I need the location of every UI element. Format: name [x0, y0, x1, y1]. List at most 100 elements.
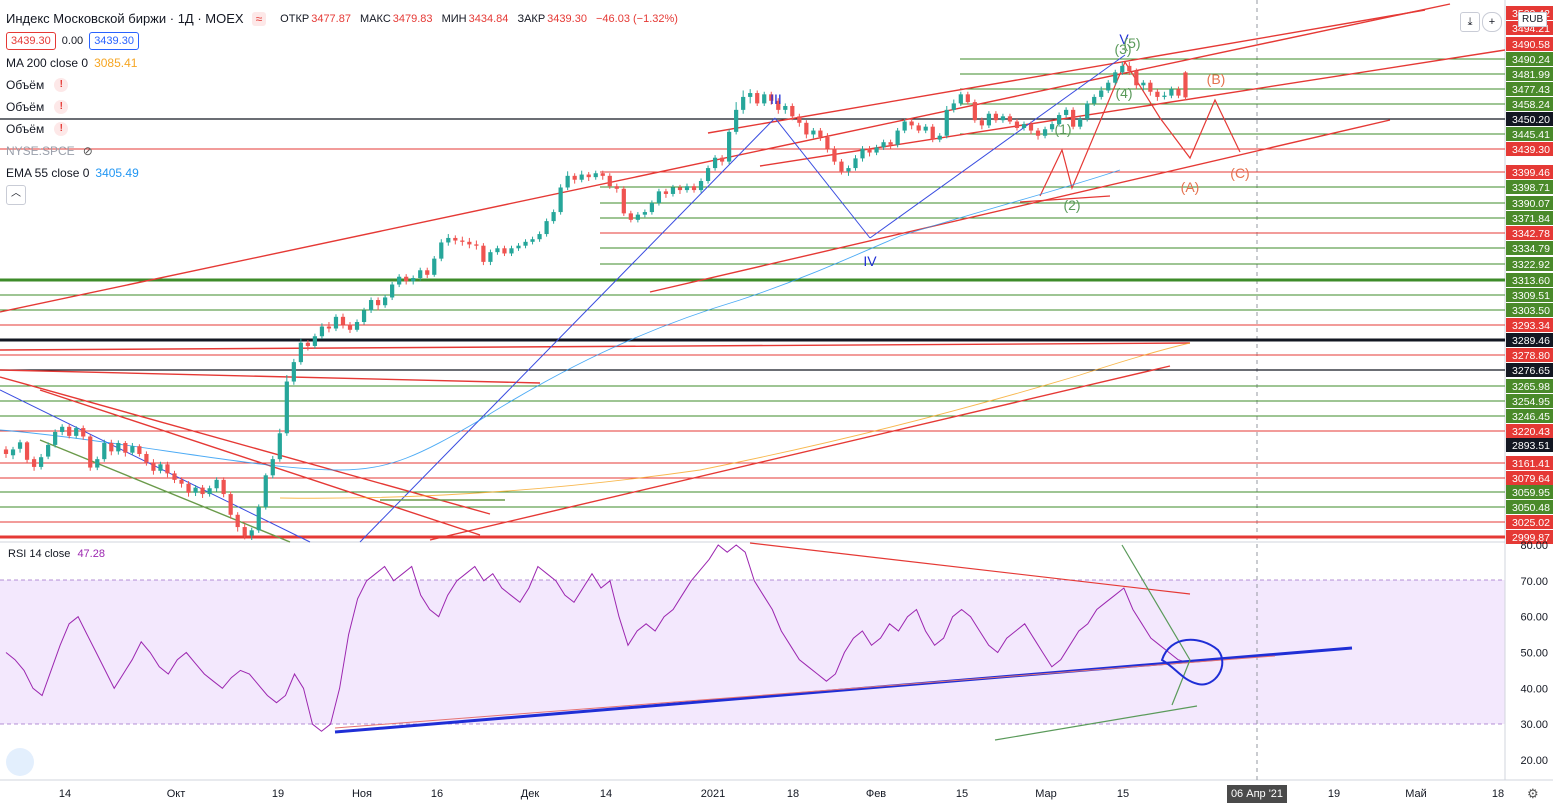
- warning-icon[interactable]: !: [54, 122, 69, 136]
- candle-body: [1120, 65, 1125, 73]
- hidden-eye-icon[interactable]: ⊘: [82, 144, 93, 158]
- candle-body: [60, 426, 65, 432]
- wave-line: [359, 117, 776, 543]
- candle-body: [1127, 65, 1132, 72]
- rsi-legend[interactable]: RSI 14 close 47.28: [8, 548, 105, 560]
- collapse-legend-button[interactable]: ︿: [6, 185, 26, 205]
- candle-body: [235, 514, 240, 528]
- wave-label: (C): [1230, 165, 1249, 181]
- rsi-highlight-circle: [1160, 638, 1224, 686]
- price-label-text: 3390.07: [1512, 198, 1550, 210]
- trend-line: [0, 376, 491, 515]
- warning-icon[interactable]: !: [54, 100, 69, 114]
- candle-body: [404, 276, 409, 282]
- candle-body: [930, 126, 935, 140]
- rsi-value: 47.28: [77, 548, 105, 560]
- candle-body: [825, 137, 830, 149]
- wave-label: IV: [863, 253, 877, 269]
- candle-body: [1042, 129, 1048, 136]
- indicator-spce[interactable]: NYSE:SPCE ⊘: [6, 140, 684, 162]
- candle-body: [958, 94, 963, 104]
- candle-body: [1148, 82, 1153, 92]
- candle-body: [368, 300, 374, 311]
- indicator-name: EMA 55 close 0: [6, 166, 90, 180]
- price-label-box: [1506, 363, 1553, 377]
- wave-projection: [1039, 60, 1241, 197]
- ohlc-values: ОТКР 3477.87 МАКС 3479.83 МИН 3434.84 ЗАКР 3…: [280, 12, 684, 26]
- warning-icon[interactable]: !: [54, 78, 69, 92]
- price-label-text: 3309.51: [1512, 290, 1550, 302]
- candle-body: [1113, 72, 1118, 83]
- candle-body: [3, 449, 9, 454]
- compare-icon[interactable]: ≈: [251, 12, 267, 26]
- candle-body: [81, 428, 86, 437]
- time-axis-settings-icon[interactable]: ⚙: [1527, 786, 1539, 801]
- wave-label: (3): [1114, 41, 1131, 57]
- price-label-text: 3445.41: [1512, 129, 1550, 141]
- candle-body: [530, 239, 535, 242]
- price-label-box: [1506, 485, 1553, 499]
- price-label-box: [1506, 409, 1553, 423]
- candle-body: [1169, 89, 1174, 96]
- price-label-box: [1506, 379, 1553, 393]
- trend-line: [707, 9, 1426, 134]
- time-axis-label: Окт: [167, 788, 186, 800]
- candle-body: [705, 168, 711, 182]
- trend-line: [0, 3, 1451, 313]
- candles: [3, 62, 1188, 540]
- ema-55-line: [0, 169, 1121, 471]
- rsi-axis-label: 40.00: [1520, 683, 1548, 695]
- close-value: 3439.30: [547, 13, 587, 25]
- candle-body: [474, 244, 479, 246]
- currency-badge[interactable]: RUB: [1518, 12, 1548, 27]
- candle-body: [523, 241, 528, 246]
- candle-body: [607, 175, 612, 187]
- candle-body: [684, 186, 690, 191]
- candle-body: [375, 300, 381, 306]
- rsi-trend-line: [749, 542, 1191, 595]
- candle-body: [193, 487, 198, 493]
- candle-body: [677, 187, 683, 191]
- candle-body: [242, 527, 247, 536]
- add-icon[interactable]: +: [1482, 12, 1502, 32]
- indicator-volume-1[interactable]: Объём !: [6, 74, 684, 96]
- bid-pill[interactable]: 3439.30: [6, 32, 56, 50]
- candle-body: [179, 479, 184, 484]
- candle-body: [207, 488, 212, 495]
- indicator-ema55[interactable]: EMA 55 close 0 3405.49: [6, 162, 684, 184]
- candle-body: [698, 181, 704, 191]
- wave-line: [869, 54, 1126, 239]
- download-icon[interactable]: ⤓: [1460, 12, 1480, 32]
- candle-body: [818, 130, 823, 138]
- candle-body: [439, 242, 444, 259]
- time-axis-label: 15: [1117, 788, 1129, 800]
- indicator-volume-3[interactable]: Объём !: [6, 118, 684, 140]
- price-label-text: 3398.71: [1512, 182, 1550, 194]
- candle-body: [769, 94, 774, 101]
- tradingview-logo-icon[interactable]: [6, 748, 34, 776]
- candle-body: [720, 157, 725, 162]
- price-label-text: 3313.60: [1512, 275, 1550, 287]
- price-label-box: [1506, 438, 1553, 452]
- candle-body: [663, 191, 669, 194]
- candle-body: [214, 479, 219, 489]
- candle-body: [741, 96, 746, 110]
- candle-body: [453, 237, 458, 241]
- candle-body: [776, 100, 781, 110]
- time-axis-label: 18: [787, 788, 799, 800]
- candle-body: [755, 93, 760, 104]
- time-axis-label: 2021: [701, 788, 725, 800]
- candle-body: [537, 234, 542, 240]
- candle-body: [418, 270, 423, 279]
- legend: Индекс Московской биржи · 1Д · MOEX ≈ ОТ…: [6, 8, 684, 206]
- time-axis-label: 19: [272, 788, 284, 800]
- price-label-text: 3481.99: [1512, 69, 1550, 81]
- candle-body: [1162, 95, 1167, 97]
- candle-body: [937, 135, 942, 140]
- indicator-volume-2[interactable]: Объём !: [6, 96, 684, 118]
- ask-pill[interactable]: 3439.30: [89, 32, 139, 50]
- symbol-title[interactable]: Индекс Московской биржи · 1Д · MOEX: [6, 11, 244, 26]
- candle-body: [846, 168, 851, 172]
- indicator-ma200[interactable]: MA 200 close 0 3085.41: [6, 52, 684, 74]
